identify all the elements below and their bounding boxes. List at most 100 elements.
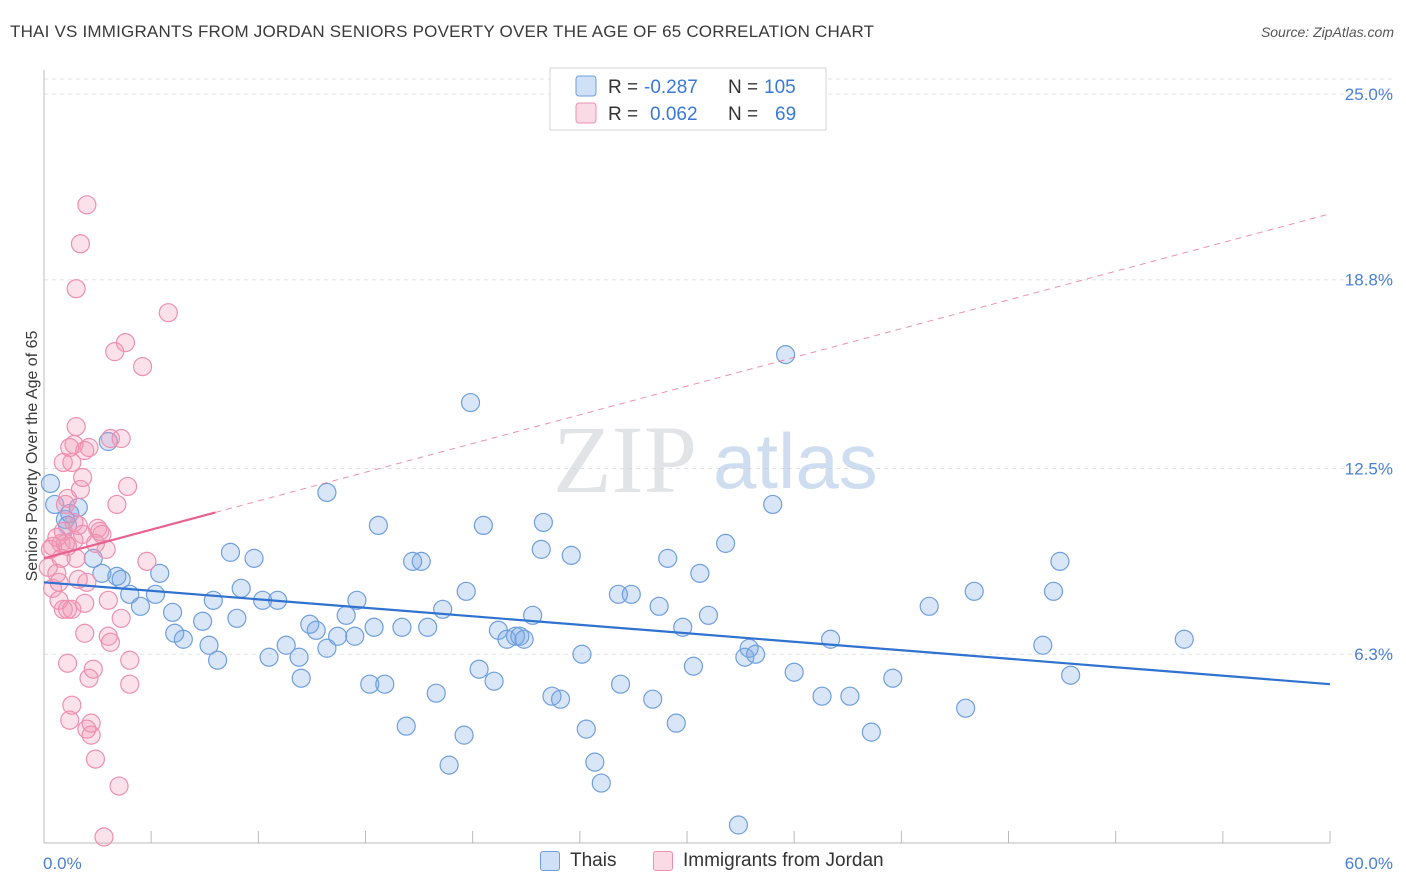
y-tick-label: 25.0% xyxy=(1345,85,1393,104)
jordan-point xyxy=(120,650,140,670)
watermark-zip: ZIP xyxy=(553,406,697,513)
thai-point xyxy=(883,668,903,688)
y-axis-label: Seniors Poverty Over the Age of 65 xyxy=(24,331,41,582)
source-label: Source: ZipAtlas.com xyxy=(1260,24,1394,40)
thai-point xyxy=(199,635,219,655)
jordan-point xyxy=(62,695,82,715)
thai-point xyxy=(698,605,719,625)
watermark-atlas: atlas xyxy=(713,417,878,505)
thai-point xyxy=(572,644,592,664)
thai-point xyxy=(919,596,939,616)
jordan-point xyxy=(66,416,86,437)
jordan-point xyxy=(77,572,97,592)
thai-point xyxy=(591,773,611,793)
legend-jordan-n-value: 69 xyxy=(775,104,796,125)
thai-point xyxy=(276,635,296,655)
thai-point xyxy=(418,617,438,637)
legend-thai-swatch xyxy=(575,75,597,97)
axes: 6.3% 12.5% 18.8% 25.0% xyxy=(43,70,1393,844)
jordan-point xyxy=(57,653,78,673)
jordan-point xyxy=(79,668,99,688)
jordan-point xyxy=(90,521,110,542)
thai-point xyxy=(231,578,251,598)
thai-point xyxy=(1043,581,1064,601)
jordan-point xyxy=(83,659,103,679)
jordan-point xyxy=(107,494,127,515)
thai-point xyxy=(426,683,446,703)
thai-point xyxy=(92,563,112,583)
jordan-trend-line-solid xyxy=(43,511,216,560)
x-tick-label-max: 60.0% xyxy=(1345,854,1393,873)
thai-point xyxy=(715,533,736,553)
jordan-point xyxy=(98,590,118,610)
thai-point xyxy=(163,602,183,622)
jordan-point xyxy=(111,428,131,449)
thai-point xyxy=(861,722,881,742)
legend-r-label: R = xyxy=(608,104,638,125)
thai-point xyxy=(411,551,431,571)
thai-point xyxy=(550,689,571,709)
jordan-point xyxy=(137,551,157,571)
thai-point xyxy=(812,686,832,706)
jordan-point xyxy=(66,279,86,299)
thai-point xyxy=(336,605,356,625)
thais-legend-label: Thais xyxy=(570,850,617,871)
thai-point xyxy=(289,647,309,667)
y-tick-label: 18.8% xyxy=(1345,271,1393,290)
thai-trend-line xyxy=(43,581,1331,686)
bottom-legend-thais: Thais xyxy=(540,850,616,872)
thai-point xyxy=(1050,551,1070,571)
thai-point xyxy=(439,755,459,775)
thai-point xyxy=(1061,665,1081,685)
jordan-point xyxy=(100,632,121,652)
thai-point xyxy=(784,662,804,682)
thai-point xyxy=(735,647,755,667)
thai-point xyxy=(208,650,228,670)
jordan-point xyxy=(132,357,153,377)
thai-point xyxy=(666,713,686,733)
jordan-point xyxy=(70,479,91,500)
legend-box: R = -0.287 N = 105 R = 0.062 N = 69 xyxy=(549,67,827,131)
thai-point xyxy=(345,626,365,646)
thai-point xyxy=(460,392,481,413)
scatter-points xyxy=(38,195,1194,847)
jordan-point xyxy=(72,467,93,488)
thai-point xyxy=(484,671,504,691)
legend-thai-r-value: -0.287 xyxy=(644,77,698,98)
y-tick-label: 6.3% xyxy=(1354,645,1393,664)
jordan-point xyxy=(117,476,138,497)
thai-point xyxy=(227,608,247,628)
jordan-point xyxy=(115,333,136,353)
thai-point xyxy=(775,345,796,365)
thai-point xyxy=(964,581,984,601)
thai-point xyxy=(364,617,384,637)
thai-point xyxy=(433,599,453,619)
thai-point xyxy=(173,629,193,649)
thai-point xyxy=(610,674,631,694)
thai-point xyxy=(220,542,241,562)
thais-swatch xyxy=(540,851,560,871)
jordan-point xyxy=(57,599,78,619)
thai-point xyxy=(649,596,669,616)
thai-point xyxy=(585,752,605,772)
thai-point xyxy=(130,596,151,616)
thai-point xyxy=(658,548,678,568)
thai-point xyxy=(193,611,213,631)
bottom-legend: Thais Immigrants from Jordan xyxy=(0,850,1406,880)
jordan-point xyxy=(79,437,99,458)
legend-r-label: R = xyxy=(608,77,638,98)
thai-point xyxy=(347,590,367,610)
jordan-point xyxy=(75,593,95,613)
jordan-point xyxy=(77,195,97,215)
thai-point xyxy=(317,482,337,503)
thai-point xyxy=(1033,635,1053,655)
jordan-point xyxy=(47,527,67,547)
thai-point xyxy=(514,629,534,649)
thai-point xyxy=(360,674,380,694)
thai-point xyxy=(259,647,279,667)
legend-jordan-swatch xyxy=(575,102,597,124)
legend-n-label: N = xyxy=(728,77,758,98)
thai-point xyxy=(396,716,416,736)
y-tick-label: 12.5% xyxy=(1345,459,1393,478)
